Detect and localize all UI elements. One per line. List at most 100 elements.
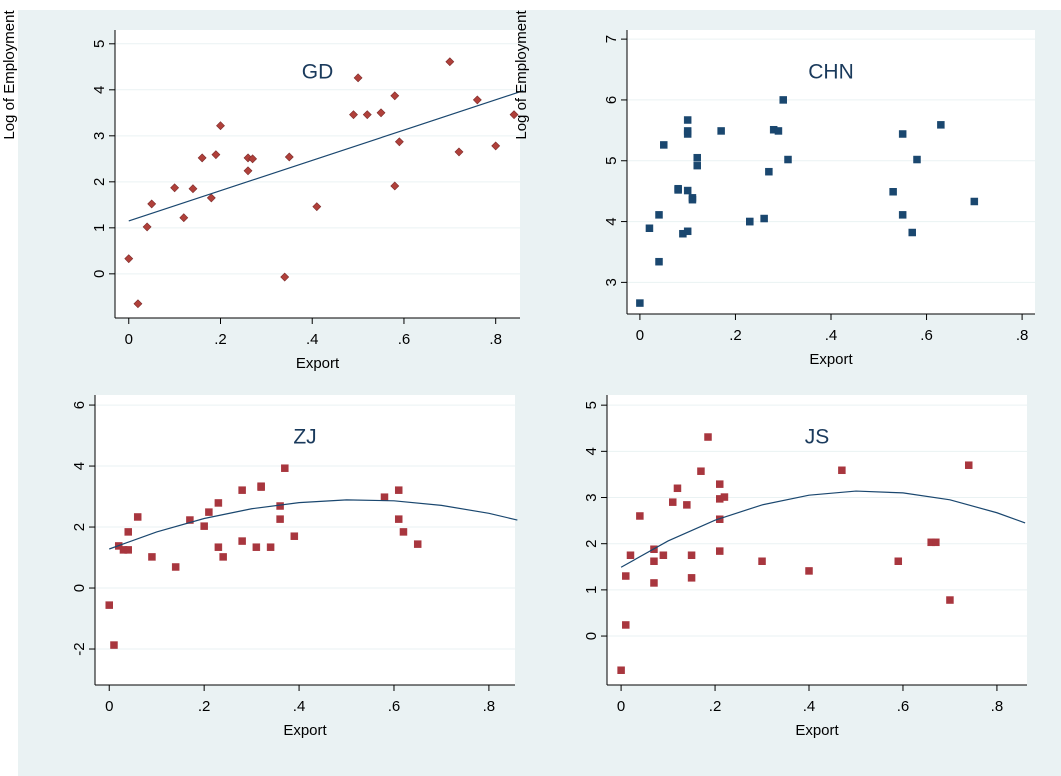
point [214,499,223,507]
y-axis-title: Log of Employment [1,10,18,140]
point [200,522,208,530]
point [349,110,358,120]
plot-region [627,30,1035,314]
y-axis-title: Log of Employment [513,10,530,140]
point [760,214,768,223]
y-tick-label: 0 [91,270,108,278]
y-tick-label: 5 [603,157,620,165]
point [716,547,724,555]
point [219,553,227,561]
y-tick-label: 0 [583,632,600,640]
point [645,224,654,233]
point [693,161,701,170]
point [362,110,372,120]
y-tick-label: 0 [71,584,88,592]
x-axis-title: Export [296,355,340,372]
point [622,572,630,580]
point [650,557,658,565]
point [179,213,189,223]
point [148,553,156,561]
plot-region [95,395,515,685]
x-tick-label: .4 [306,331,319,348]
plot-region [607,395,1027,685]
point [937,121,945,129]
point [717,127,725,135]
point [765,167,773,176]
y-tick-label: 2 [583,540,600,548]
point [133,299,143,309]
panel-title: GD [302,61,334,84]
x-tick-label: .6 [897,698,910,715]
point [491,141,501,151]
point [660,141,668,149]
point [716,480,724,488]
panel-title: ZJ [293,426,316,449]
point [720,493,729,501]
y-tick-label: 4 [71,462,88,470]
point [693,153,701,162]
x-axis-title: Export [795,722,839,739]
y-tick-label: 4 [603,217,620,225]
x-tick-label: 0 [636,327,644,344]
point [655,211,663,219]
y-tick-label: 3 [91,132,108,140]
point [758,557,766,565]
point [913,155,921,164]
point [252,543,261,551]
point [206,193,216,203]
x-tick-label: .4 [293,698,306,715]
y-tick-label: 6 [603,96,620,104]
point [908,228,916,237]
point [687,551,696,559]
point [390,181,400,191]
y-tick-label: 2 [91,178,108,186]
x-tick-label: .8 [1016,327,1029,344]
point [290,532,299,540]
point [211,150,221,160]
point [147,199,157,209]
y-tick-label: 4 [91,86,108,94]
point [238,537,246,545]
x-tick-label: .8 [991,698,1004,715]
point [170,183,180,193]
point [626,551,635,559]
fit-line [128,90,524,222]
point [142,222,152,232]
y-tick-label: 4 [583,447,600,455]
point [669,498,677,506]
point [636,299,644,307]
point [380,493,389,501]
point [353,73,363,83]
point [257,483,265,491]
point [697,467,705,475]
point [683,127,692,135]
y-tick-label: 2 [71,523,88,531]
point [394,486,403,494]
point [683,501,691,509]
point [124,254,134,264]
point [266,543,275,551]
x-tick-label: .8 [489,331,502,348]
panel-title: JS [805,426,830,449]
point [238,486,246,494]
x-tick-label: .2 [198,698,211,715]
point [171,563,180,571]
point [946,596,954,604]
point [674,184,682,193]
point [205,508,213,516]
y-tick-label: 5 [583,401,600,409]
point [898,130,907,138]
plot-region [115,30,520,318]
point [805,567,813,575]
point [688,195,697,204]
point [390,91,400,101]
x-tick-label: .2 [709,698,722,715]
point [399,528,408,536]
point [248,154,258,164]
point [673,484,682,493]
x-tick-label: 0 [125,331,133,348]
x-tick-label: .6 [388,698,401,715]
x-tick-label: 0 [617,698,625,715]
panel-title: CHN [808,61,854,84]
